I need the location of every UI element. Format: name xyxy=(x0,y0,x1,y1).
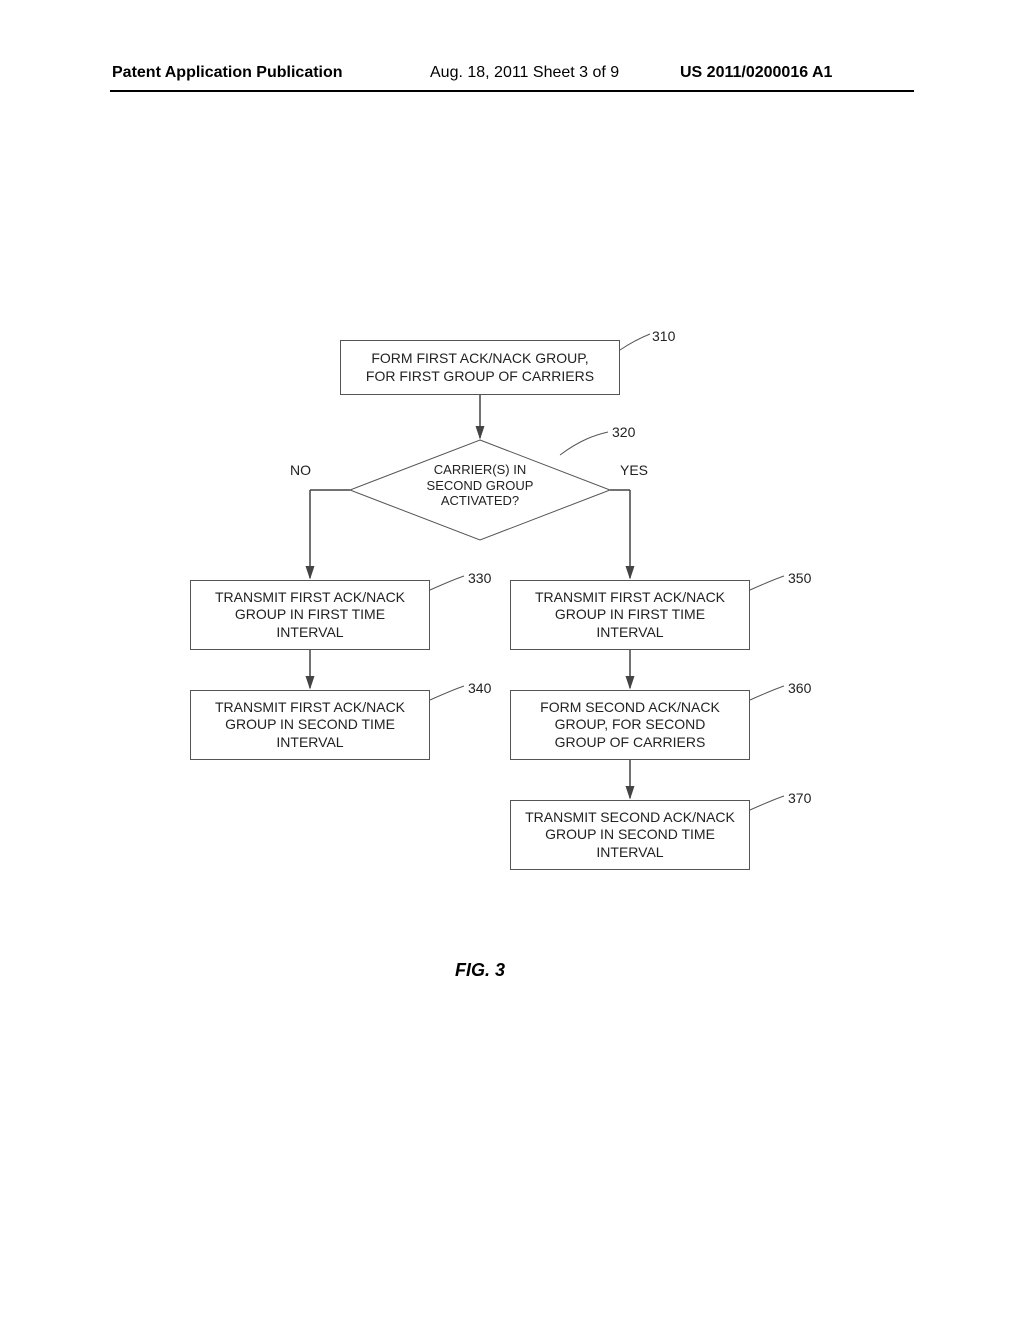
box-340: TRANSMIT FIRST ACK/NACKGROUP IN SECOND T… xyxy=(190,690,430,760)
box-350: TRANSMIT FIRST ACK/NACKGROUP IN FIRST TI… xyxy=(510,580,750,650)
box-360: FORM SECOND ACK/NACKGROUP, FOR SECONDGRO… xyxy=(510,690,750,760)
ref-350: 350 xyxy=(788,570,811,586)
header-left: Patent Application Publication xyxy=(112,64,343,82)
ref-360: 360 xyxy=(788,680,811,696)
box-360-text: FORM SECOND ACK/NACKGROUP, FOR SECONDGRO… xyxy=(540,699,720,752)
header-right: US 2011/0200016 A1 xyxy=(680,64,832,82)
ref-340: 340 xyxy=(468,680,491,696)
decision-text: CARRIER(S) INSECOND GROUPACTIVATED? xyxy=(400,462,560,509)
box-370: TRANSMIT SECOND ACK/NACKGROUP IN SECOND … xyxy=(510,800,750,870)
box-330: TRANSMIT FIRST ACK/NACKGROUP IN FIRST TI… xyxy=(190,580,430,650)
ref-330: 330 xyxy=(468,570,491,586)
box-370-text: TRANSMIT SECOND ACK/NACKGROUP IN SECOND … xyxy=(525,809,735,862)
header-mid: Aug. 18, 2011 Sheet 3 of 9 xyxy=(430,64,619,82)
flowchart: FORM FIRST ACK/NACK GROUP,FOR FIRST GROU… xyxy=(60,150,960,1150)
figure-caption: FIG. 3 xyxy=(455,960,505,981)
decision-yes-label: YES xyxy=(620,462,648,478)
decision-no-label: NO xyxy=(290,462,311,478)
box-330-text: TRANSMIT FIRST ACK/NACKGROUP IN FIRST TI… xyxy=(215,589,405,642)
box-350-text: TRANSMIT FIRST ACK/NACKGROUP IN FIRST TI… xyxy=(535,589,725,642)
page: Patent Application Publication Aug. 18, … xyxy=(0,0,1024,1320)
ref-370: 370 xyxy=(788,790,811,806)
ref-320: 320 xyxy=(612,424,635,440)
box-340-text: TRANSMIT FIRST ACK/NACKGROUP IN SECOND T… xyxy=(215,699,405,752)
header-rule xyxy=(110,90,914,92)
